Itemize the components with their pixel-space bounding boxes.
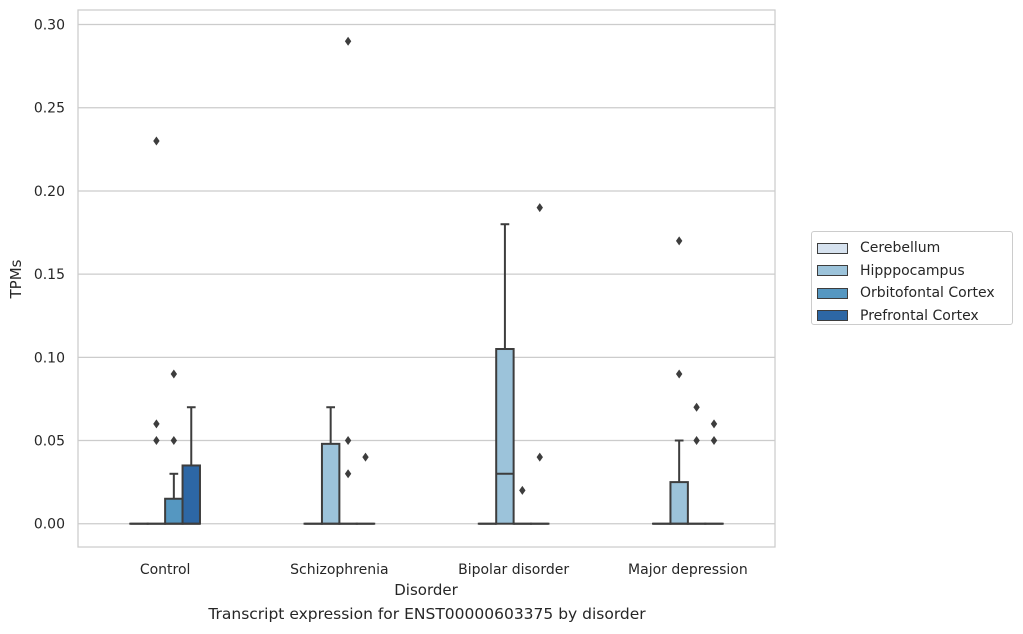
legend-swatch — [817, 265, 848, 277]
legend-swatch — [817, 287, 848, 299]
outlier-point — [693, 402, 700, 412]
plot-frame — [77, 9, 776, 548]
outlier-point — [693, 436, 700, 446]
box-orbitofontal-cortex — [164, 472, 184, 525]
box-body — [320, 442, 341, 525]
box-hipppocampus — [495, 223, 515, 525]
legend-label: Prefrontal Cortex — [860, 307, 979, 324]
y-tick-labels: 0.00 0.05 0.10 0.15 0.20 0.25 0.30 — [34, 18, 65, 533]
outlier-point — [153, 436, 160, 446]
y-tick-label: 0.15 — [34, 267, 65, 283]
box-body — [669, 481, 689, 525]
outlier-point — [362, 452, 369, 462]
outlier-point — [344, 436, 352, 446]
outlier-point — [519, 485, 526, 495]
legend: Cerebellum Hipppocampus Orbitofontal Corte… — [811, 231, 1013, 325]
outlier-point — [170, 369, 178, 379]
boxes — [129, 223, 724, 525]
outlier-point — [344, 469, 352, 479]
legend-swatch — [817, 242, 848, 254]
y-tick-label: 0.05 — [34, 434, 65, 450]
y-tick-label: 0.25 — [34, 101, 65, 117]
x-tick-label: Major depression — [628, 562, 748, 578]
outlier-point — [710, 436, 718, 446]
legend-label: Hipppocampus — [860, 262, 965, 279]
y-tick-label: 0.30 — [34, 18, 65, 34]
legend-swatch — [817, 310, 848, 322]
legend-item: Hipppocampus — [817, 260, 1012, 283]
x-tick-label: Control — [140, 562, 191, 578]
chart-title: Transcript expression for ENST0000060337… — [208, 605, 646, 623]
y-tick-label: 0.00 — [34, 517, 65, 533]
x-axis-label: Disorder — [394, 581, 458, 599]
outlier-point — [675, 369, 683, 379]
x-tick-labels: Control Schizophrenia Bipolar disorder Majo… — [140, 562, 748, 578]
y-tick-label: 0.20 — [34, 184, 65, 200]
legend-label: Orbitofontal Cortex — [860, 285, 995, 302]
outlier-point — [675, 236, 683, 246]
outlier-point — [536, 203, 543, 213]
legend-item: Cerebellum — [817, 237, 1012, 260]
box-body — [164, 497, 184, 525]
outlier-point — [710, 419, 718, 429]
legend-item: Prefrontal Cortex — [817, 305, 1012, 328]
outlier-point — [153, 136, 160, 146]
outlier-point — [536, 452, 543, 462]
legend-label: Cerebellum — [860, 240, 941, 257]
box-body — [181, 464, 201, 525]
y-axis-label: TPMs — [7, 259, 25, 299]
x-tick-label: Bipolar disorder — [458, 562, 569, 578]
y-tick-label: 0.10 — [34, 350, 65, 366]
outliers — [153, 36, 718, 495]
outlier-point — [344, 36, 352, 46]
box-hipppocampus — [669, 439, 689, 525]
box-body — [495, 348, 515, 525]
grid-lines — [78, 23, 775, 525]
box-hipppocampus — [320, 406, 341, 525]
outlier-point — [153, 419, 160, 429]
outlier-point — [170, 436, 178, 446]
legend-item: Orbitofontal Cortex — [817, 282, 1012, 305]
x-tick-label: Schizophrenia — [290, 562, 388, 578]
box-prefrontal-cortex — [181, 406, 201, 525]
